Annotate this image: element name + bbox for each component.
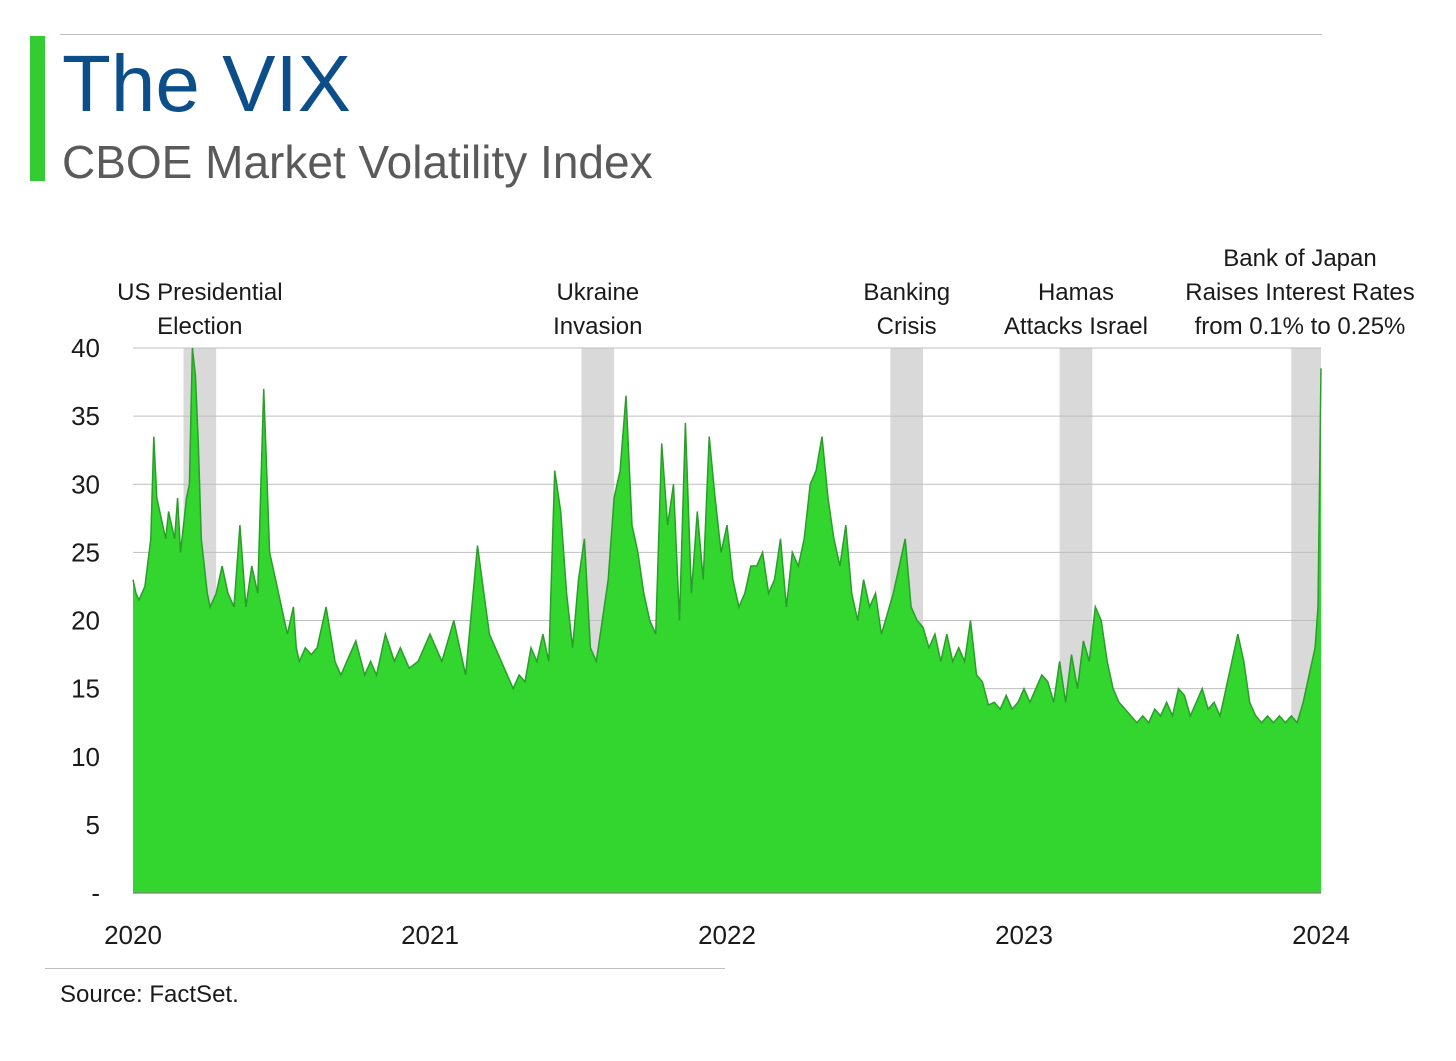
x-tick-label-2023: 2023 [995, 920, 1053, 950]
x-tick-label-2022: 2022 [698, 920, 756, 950]
y-tick-label-20: 20 [71, 606, 100, 636]
bottom-rule [45, 968, 725, 969]
event-label-1-line-1: Invasion [553, 313, 642, 340]
page-subtitle: CBOE Market Volatility Index [62, 136, 653, 188]
x-tick-label-2024: 2024 [1292, 920, 1350, 950]
y-tick-label-30: 30 [71, 469, 100, 499]
x-tick-label-2020: 2020 [104, 920, 162, 950]
vix-line [132, 347, 1322, 725]
event-label-4-line-2: from 0.1% to 0.25% [1195, 313, 1406, 340]
y-tick-label-0: - [91, 878, 100, 908]
top-rule [60, 34, 1322, 35]
event-label-2-line-1: Crisis [877, 313, 937, 340]
page-title: The VIX [62, 39, 352, 128]
y-tick-label-35: 35 [71, 401, 100, 431]
accent-bar [30, 36, 45, 181]
event-label-2-line-0: Banking [863, 279, 950, 306]
event-label-0-line-1: Election [157, 313, 242, 340]
event-label-3-line-0: Hamas [1038, 279, 1114, 306]
y-tick-label-5: 5 [86, 810, 100, 840]
vix-area [133, 348, 1321, 893]
event-label-1-line-0: Ukraine [556, 279, 639, 306]
event-label-4-line-1: Raises Interest Rates [1185, 279, 1414, 306]
y-tick-label-25: 25 [71, 537, 100, 567]
event-label-3-line-1: Attacks Israel [1004, 313, 1148, 340]
y-tick-label-10: 10 [71, 742, 100, 772]
source-note: Source: FactSet. [60, 981, 239, 1008]
y-tick-label-40: 40 [71, 333, 100, 363]
event-label-4-line-0: Bank of Japan [1223, 245, 1376, 272]
x-tick-label-2021: 2021 [401, 920, 459, 950]
y-tick-label-15: 15 [71, 674, 100, 704]
event-label-0-line-0: US Presidential [117, 279, 282, 306]
